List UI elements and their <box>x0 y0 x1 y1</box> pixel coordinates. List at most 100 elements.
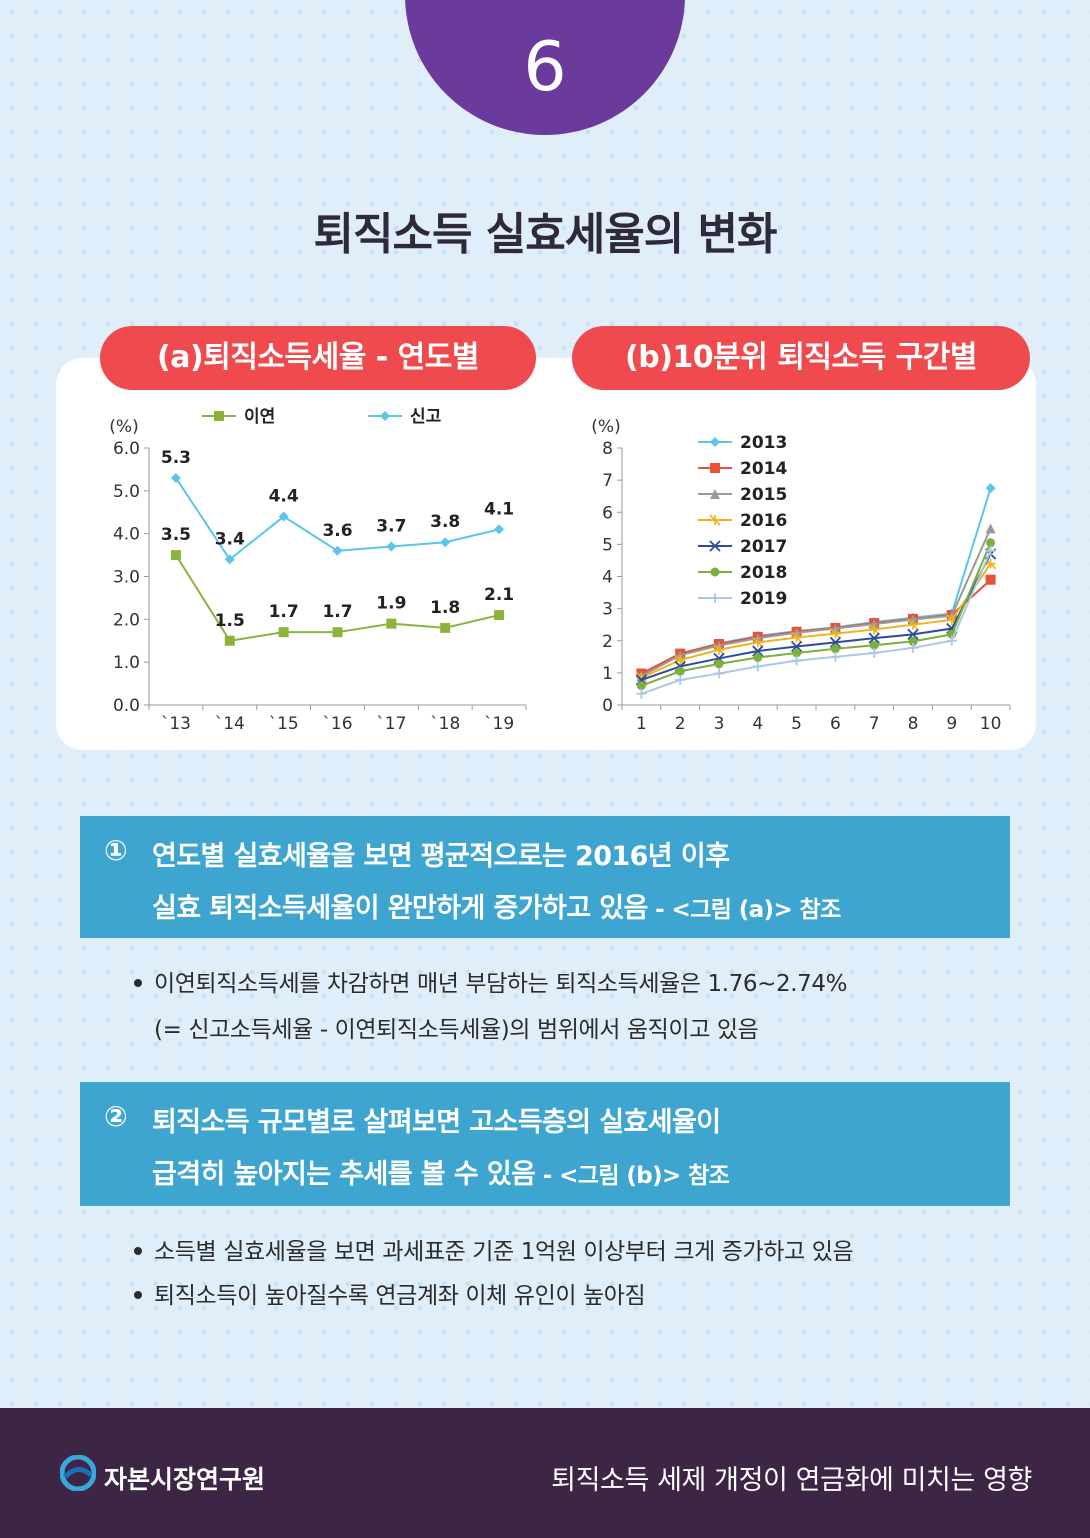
y-tick-label: 5 <box>602 535 613 555</box>
legend-label-4: 2017 <box>740 537 787 557</box>
y-tick-label: 7 <box>602 471 613 491</box>
data-point-2018 <box>869 640 879 650</box>
data-label-신고: 3.6 <box>322 521 352 541</box>
legend-marker-4 <box>709 540 721 552</box>
legend-marker-1 <box>710 463 720 473</box>
data-point-2019 <box>791 655 802 666</box>
legend-label-5: 2018 <box>740 563 787 583</box>
chart-card: 0.0 1.0 2.0 3.0 4.0 5.0 6.0 (%) `13 `14 `15 `16 `17 `… <box>56 358 1036 750</box>
x-tick-label: `13 <box>161 714 191 734</box>
legend-marker-3 <box>709 514 721 526</box>
series-line-2018 <box>641 542 992 687</box>
data-label-이연: 1.8 <box>430 598 460 618</box>
section-2-line1: 퇴직소득 규모별로 살펴보면 고소득층의 실효세율이 <box>152 1107 721 1138</box>
series-line-2016 <box>640 563 992 679</box>
y-tick-label: 0.0 <box>113 696 140 716</box>
data-point-2018 <box>675 666 685 676</box>
section-1-line1: 연도별 실효세율을 보면 평균적으로는 2016년 이후 <box>152 841 730 872</box>
data-point-2013 <box>985 483 996 494</box>
data-point-신고 <box>332 545 343 556</box>
data-point-2018 <box>714 659 724 669</box>
data-point-2019 <box>985 545 996 556</box>
data-label-신고: 4.4 <box>269 487 299 507</box>
data-point-이연 <box>494 610 505 621</box>
x-tick-label: 9 <box>946 714 957 734</box>
y-tick-label: 5.0 <box>113 482 140 502</box>
x-tick-label: `17 <box>376 714 406 734</box>
y-axis-unit: (%) <box>109 417 138 437</box>
x-tick-label: 1 <box>636 714 647 734</box>
data-point-2019 <box>675 674 686 685</box>
data-label-신고: 4.1 <box>484 499 514 519</box>
series-line-2019 <box>641 550 992 695</box>
data-point-2019 <box>830 651 841 662</box>
data-label-신고: 3.7 <box>376 517 406 537</box>
data-point-2018 <box>986 538 996 548</box>
chart-a: 0.0 1.0 2.0 3.0 4.0 5.0 6.0(%) `13 `14 `15 `16 `17 `… <box>109 407 527 734</box>
data-point-신고 <box>170 472 181 483</box>
data-point-2018 <box>908 636 918 646</box>
x-tick-label: `16 <box>322 714 352 734</box>
series-line-2017 <box>641 553 992 681</box>
section-2-ref: - <그림 (b)> 참조 <box>535 1163 730 1189</box>
data-point-2017 <box>907 628 919 640</box>
bullet-dot <box>134 1246 142 1255</box>
section-2-bullet-2: 퇴직소득이 높아질수록 연금계좌 이체 유인이 높아짐 <box>134 1276 646 1310</box>
x-tick-label: 6 <box>830 714 841 734</box>
legend-label-6: 2019 <box>740 589 787 609</box>
legend-marker-2 <box>710 489 720 499</box>
y-tick-label: 4.0 <box>113 525 140 545</box>
data-point-이연 <box>278 627 289 638</box>
legend-label-2: 2015 <box>740 485 787 505</box>
data-point-2017 <box>752 645 764 657</box>
data-point-2016 <box>829 628 841 640</box>
section-2-marker: ② <box>104 1100 128 1133</box>
section-1-line2: 실효 퇴직소득세율이 완만하게 증가하고 있음 <box>152 893 648 924</box>
footer: 자본시장연구원 퇴직소득 세제 개정이 연금화에 미치는 영향 <box>0 1408 1090 1538</box>
bullet-dot <box>134 1290 142 1299</box>
x-tick-label: `14 <box>215 714 245 734</box>
page-number-badge: 6 <box>405 0 685 135</box>
legend-marker-0 <box>214 411 224 421</box>
x-tick-label: 3 <box>714 714 725 734</box>
data-point-신고 <box>494 524 505 535</box>
section-1-bullet-1-text: 이연퇴직소득세를 차감하면 매년 부담하는 퇴직소득세율은 1.76~2.74% <box>154 971 848 997</box>
section-1-bullet-1-cont: (= 신고소득세율 - 이연퇴직소득세율)의 범위에서 움직이고 있음 <box>154 1017 759 1043</box>
chart-b-title: (b)10분위 퇴직소득 구간별 <box>572 326 1030 390</box>
series-line-2015 <box>640 527 992 677</box>
data-point-2019 <box>636 688 647 699</box>
legend-marker-0 <box>710 437 720 447</box>
x-tick-label: 10 <box>980 714 1002 734</box>
data-point-2018 <box>792 648 802 658</box>
data-point-신고 <box>440 537 451 548</box>
chart-a-title: (a)퇴직소득세율 - 연도별 <box>100 326 536 390</box>
x-tick-label: 5 <box>791 714 802 734</box>
data-point-신고 <box>386 541 397 552</box>
data-point-2019 <box>714 668 724 679</box>
section-1-ref: - <그림 (a)> 참조 <box>647 897 841 923</box>
data-point-2014 <box>985 574 996 585</box>
data-point-신고 <box>278 511 289 522</box>
section-2-line2: 급격히 높아지는 추세를 볼 수 있음 <box>152 1159 536 1190</box>
y-tick-label: 6 <box>602 503 613 523</box>
legend-label-1: 신고 <box>410 407 442 427</box>
legend-marker-1 <box>380 411 390 421</box>
data-point-2019 <box>869 647 880 658</box>
data-point-2019 <box>946 635 957 646</box>
y-axis-unit: (%) <box>591 417 620 437</box>
page-title: 퇴직소득 실효세율의 변화 <box>313 209 778 260</box>
y-tick-label: 1 <box>602 664 613 684</box>
section-2-bullet-1: 소득별 실효세율을 보면 과세표준 기준 1억원 이상부터 크게 증가하고 있음 <box>134 1232 854 1266</box>
y-tick-label: 8 <box>602 439 613 459</box>
y-tick-label: 1.0 <box>113 653 140 673</box>
data-point-2018 <box>636 681 646 691</box>
data-label-신고: 3.8 <box>430 512 460 532</box>
data-point-2018 <box>830 644 840 654</box>
footer-doc-title: 퇴직소득 세제 개정이 연금화에 미치는 영향 <box>551 1465 1032 1496</box>
y-tick-label: 3.0 <box>113 568 140 588</box>
page-number: 6 <box>523 28 567 107</box>
legend-marker-5 <box>710 567 720 577</box>
data-point-이연 <box>224 635 235 646</box>
x-tick-label: 4 <box>752 714 763 734</box>
